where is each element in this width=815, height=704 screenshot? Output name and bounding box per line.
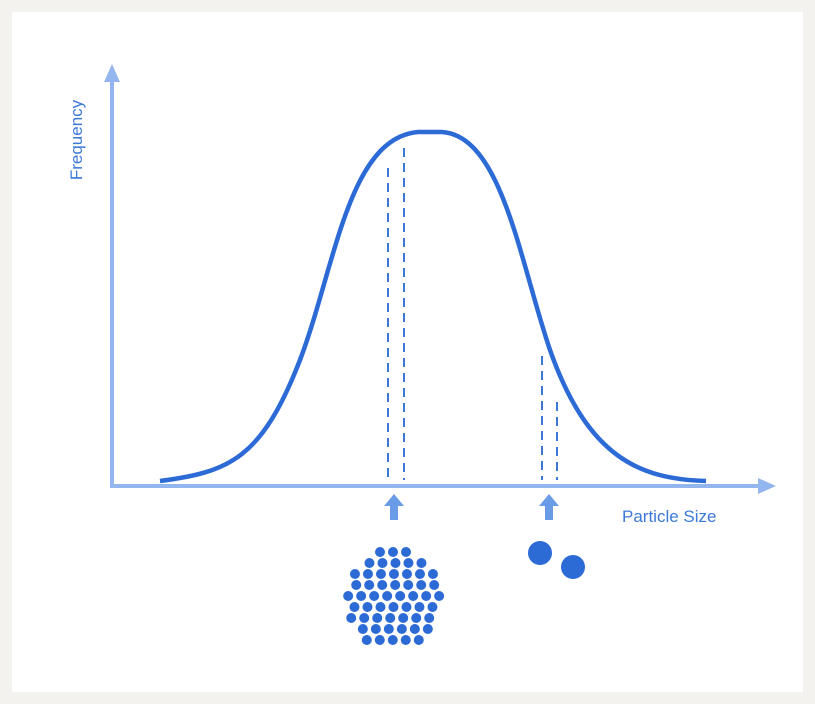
small-particle: [388, 602, 398, 612]
small-particle: [359, 613, 369, 623]
small-particle: [415, 569, 425, 579]
small-particle: [375, 547, 385, 557]
diagram: Frequency Particle Size: [0, 0, 815, 704]
dashed-lines: [388, 148, 557, 480]
distribution-curve: [160, 132, 706, 481]
small-particle: [401, 547, 411, 557]
small-particle: [351, 580, 361, 590]
page: Frequency Particle Size (() => { const d…: [0, 0, 815, 704]
small-particle: [401, 635, 411, 645]
small-particle: [377, 558, 387, 568]
small-particles: [343, 547, 444, 645]
small-particle: [362, 635, 372, 645]
small-particle: [375, 635, 385, 645]
small-particle: [424, 613, 434, 623]
small-particle: [371, 624, 381, 634]
small-particle: [414, 635, 424, 645]
small-particle: [421, 591, 431, 601]
small-particle: [401, 602, 411, 612]
small-particle: [429, 580, 439, 590]
small-particle: [427, 602, 437, 612]
small-particle: [402, 569, 412, 579]
small-particle: [414, 602, 424, 612]
up-arrow: [539, 494, 559, 520]
small-particle: [384, 624, 394, 634]
small-particle: [408, 591, 418, 601]
small-particle: [416, 558, 426, 568]
small-particle: [376, 569, 386, 579]
small-particle: [385, 613, 395, 623]
small-particle: [416, 580, 426, 590]
large-particle: [561, 555, 585, 579]
y-axis-arrow: [104, 64, 120, 82]
small-particle: [403, 580, 413, 590]
small-particle: [403, 558, 413, 568]
small-particle: [364, 558, 374, 568]
small-particle: [390, 580, 400, 590]
small-particle: [423, 624, 433, 634]
small-particle: [363, 569, 373, 579]
small-particle: [375, 602, 385, 612]
small-particle: [428, 569, 438, 579]
small-particle: [364, 580, 374, 590]
small-particle: [434, 591, 444, 601]
small-particle: [410, 624, 420, 634]
small-particle: [350, 569, 360, 579]
small-particle: [372, 613, 382, 623]
small-particle: [349, 602, 359, 612]
small-particle: [390, 558, 400, 568]
small-particle: [388, 547, 398, 557]
large-particle: [528, 541, 552, 565]
x-axis-label: Particle Size: [622, 507, 716, 526]
y-axis-label: Frequency: [67, 99, 86, 180]
small-particle: [343, 591, 353, 601]
small-particle: [358, 624, 368, 634]
small-particle: [397, 624, 407, 634]
small-particle: [362, 602, 372, 612]
small-particle: [346, 613, 356, 623]
small-particle: [411, 613, 421, 623]
small-particle: [388, 635, 398, 645]
small-particle: [377, 580, 387, 590]
small-particle: [369, 591, 379, 601]
x-axis-arrow: [758, 478, 776, 494]
small-particle: [389, 569, 399, 579]
small-particle: [382, 591, 392, 601]
arrows: [384, 494, 559, 520]
small-particle: [395, 591, 405, 601]
small-particle: [356, 591, 366, 601]
up-arrow: [384, 494, 404, 520]
small-particle: [398, 613, 408, 623]
